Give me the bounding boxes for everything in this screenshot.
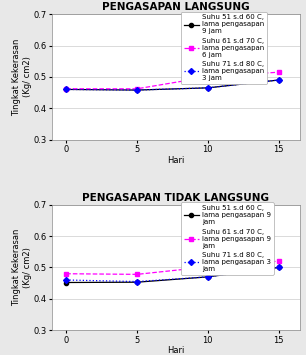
Suhu 51 s.d 60 C,
lama pengasapan 9
jam	[277, 265, 281, 269]
Suhu 71 s.d 80 C,
lama pengasapan 3
jam	[64, 278, 68, 282]
Title: PENGASAPAN TIDAK LANGSUNG: PENGASAPAN TIDAK LANGSUNG	[82, 193, 270, 203]
Suhu 61 s.d 70 C,
lama pengasapan 9
jam	[135, 272, 139, 277]
Suhu 61 s.d 70 C,
lama pengasapan
6 jam	[206, 75, 210, 79]
Suhu 61 s.d 70 C,
lama pengasapan
6 jam	[64, 87, 68, 91]
Suhu 51 s.d 60 C,
lama pengasapan
9 jam	[206, 86, 210, 90]
Y-axis label: Tingkat Kekerasan
(Kg/ cm2): Tingkat Kekerasan (Kg/ cm2)	[13, 38, 32, 116]
Suhu 61 s.d 70 C,
lama pengasapan
6 jam	[135, 87, 139, 91]
Suhu 51 s.d 60 C,
lama pengasapan
9 jam	[135, 88, 139, 92]
Suhu 51 s.d 60 C,
lama pengasapan
9 jam	[277, 78, 281, 82]
Line: Suhu 51 s.d 60 C,
lama pengasapan 9
jam: Suhu 51 s.d 60 C, lama pengasapan 9 jam	[64, 266, 281, 285]
Line: Suhu 61 s.d 70 C,
lama pengasapan
6 jam: Suhu 61 s.d 70 C, lama pengasapan 6 jam	[64, 70, 281, 91]
Suhu 51 s.d 60 C,
lama pengasapan 9
jam	[206, 275, 210, 279]
Suhu 61 s.d 70 C,
lama pengasapan 9
jam	[206, 265, 210, 269]
Suhu 71 s.d 80 C,
lama pengasapan 3
jam	[206, 275, 210, 279]
Suhu 71 s.d 80 C,
lama pengasapan 3
jam	[277, 265, 281, 269]
Suhu 61 s.d 70 C,
lama pengasapan 9
jam	[277, 259, 281, 263]
Line: Suhu 61 s.d 70 C,
lama pengasapan 9
jam: Suhu 61 s.d 70 C, lama pengasapan 9 jam	[64, 259, 281, 277]
Suhu 61 s.d 70 C,
lama pengasapan
6 jam	[277, 70, 281, 74]
Y-axis label: Tingkat Kekerasan
(Kg/ cm2): Tingkat Kekerasan (Kg/ cm2)	[13, 229, 32, 306]
Suhu 51 s.d 60 C,
lama pengasapan
9 jam	[64, 87, 68, 92]
Suhu 71 s.d 80 C,
lama pengasapan
3 jam	[206, 86, 210, 90]
Suhu 51 s.d 60 C,
lama pengasapan 9
jam	[64, 280, 68, 285]
Line: Suhu 51 s.d 60 C,
lama pengasapan
9 jam: Suhu 51 s.d 60 C, lama pengasapan 9 jam	[64, 78, 281, 92]
Legend: Suhu 51 s.d 60 C,
lama pengasapan 9
jam, Suhu 61 s.d 70 C,
lama pengasapan 9
jam: Suhu 51 s.d 60 C, lama pengasapan 9 jam,…	[181, 202, 274, 275]
Title: PENGASAPAN LANGSUNG: PENGASAPAN LANGSUNG	[102, 2, 250, 12]
Suhu 71 s.d 80 C,
lama pengasapan
3 jam	[277, 78, 281, 82]
Suhu 51 s.d 60 C,
lama pengasapan 9
jam	[135, 280, 139, 284]
X-axis label: Hari: Hari	[167, 346, 185, 355]
X-axis label: Hari: Hari	[167, 155, 185, 164]
Line: Suhu 71 s.d 80 C,
lama pengasapan
3 jam: Suhu 71 s.d 80 C, lama pengasapan 3 jam	[64, 78, 281, 92]
Suhu 71 s.d 80 C,
lama pengasapan
3 jam	[64, 87, 68, 92]
Suhu 71 s.d 80 C,
lama pengasapan 3
jam	[135, 279, 139, 284]
Line: Suhu 71 s.d 80 C,
lama pengasapan 3
jam: Suhu 71 s.d 80 C, lama pengasapan 3 jam	[64, 266, 281, 284]
Legend: Suhu 51 s.d 60 C,
lama pengasapan
9 jam, Suhu 61 s.d 70 C,
lama pengasapan
6 jam: Suhu 51 s.d 60 C, lama pengasapan 9 jam,…	[181, 12, 267, 84]
Suhu 61 s.d 70 C,
lama pengasapan 9
jam	[64, 272, 68, 276]
Suhu 71 s.d 80 C,
lama pengasapan
3 jam	[135, 88, 139, 92]
